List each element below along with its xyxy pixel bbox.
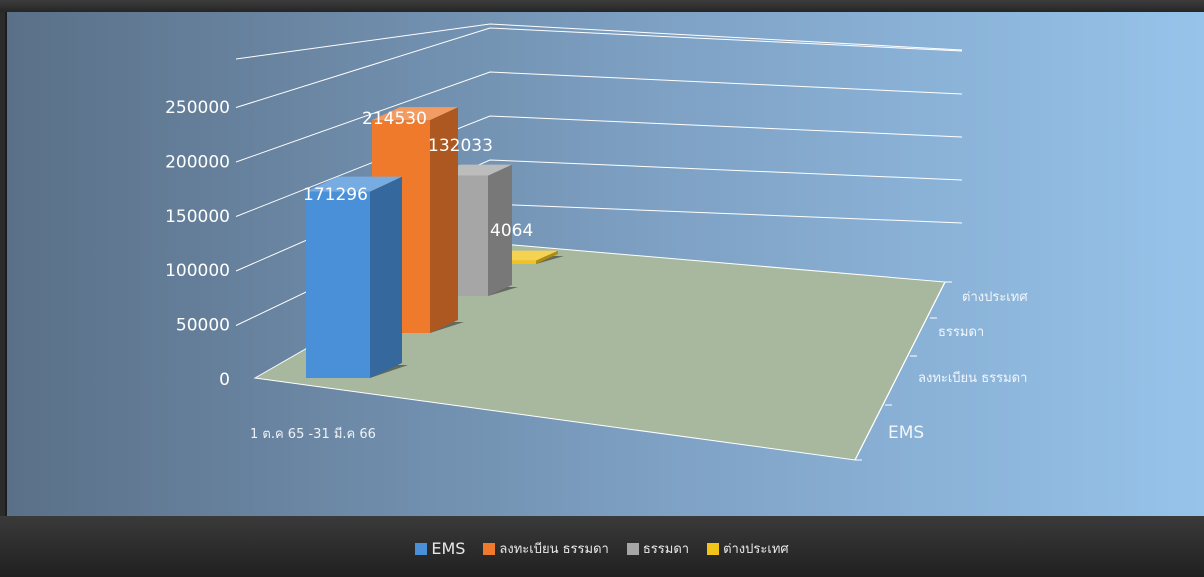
legend-swatch: [707, 542, 720, 555]
y-tick-label: 100000: [165, 261, 230, 281]
legend-swatch: [626, 542, 639, 555]
bars: [306, 107, 564, 378]
legend-label: ต่างประเทศ: [723, 542, 789, 557]
legend-swatch: [415, 542, 428, 555]
y-tick-label: 250000: [165, 98, 230, 118]
data-label: 132033: [428, 136, 493, 156]
legend-item: ลงทะเบียน ธรรมดา: [483, 538, 609, 559]
bar-1: [306, 176, 408, 378]
data-label: 214530: [362, 109, 427, 129]
gridline: [235, 71, 963, 163]
legend-item: ธรรมดา: [626, 538, 690, 559]
gridline: [235, 115, 963, 217]
legend-swatch: [483, 542, 496, 555]
y-axis-ticks: 250000 200000 150000 100000 50000 0: [165, 98, 230, 390]
legend-band: [0, 516, 1204, 577]
y-tick-label: 200000: [165, 152, 230, 172]
data-label: 4064: [490, 221, 533, 241]
depth-tick-label: ธรรมดา: [938, 325, 984, 340]
legend-label: EMS: [431, 539, 466, 558]
legend: EMS ลงทะเบียน ธรรมดา ธรรมดา ต่างประเทศ: [0, 538, 1204, 559]
y-tick-label: 150000: [165, 207, 230, 227]
depth-tick-label: ลงทะเบียน ธรรมดา: [918, 370, 1027, 386]
y-tick-label: 50000: [176, 316, 230, 336]
gridline: [235, 23, 963, 60]
depth-tick-label: EMS: [888, 423, 924, 443]
legend-item: ต่างประเทศ: [707, 538, 789, 559]
y-tick-label: 0: [219, 370, 230, 390]
legend-label: ลงทะเบียน ธรรมดา: [499, 542, 609, 557]
depth-tick-label: ต่างประเทศ: [962, 290, 1028, 305]
gridline: [235, 27, 963, 108]
legend-item: EMS: [415, 539, 465, 558]
data-label: 171296: [303, 185, 368, 205]
legend-label: ธรรมดา: [642, 542, 690, 557]
category-label: 1 ต.ค 65 -31 มี.ค 66: [250, 426, 376, 442]
